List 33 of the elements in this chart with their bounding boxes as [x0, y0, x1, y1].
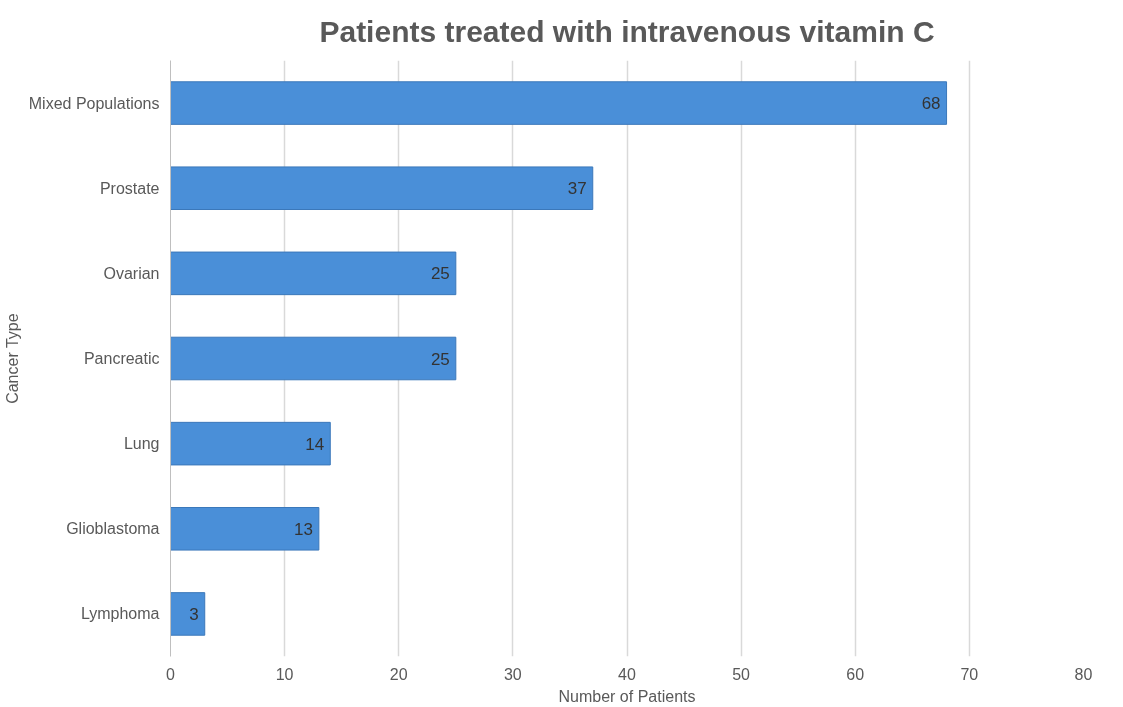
- x-tick-label: 20: [389, 665, 408, 683]
- x-tick-label: 0: [166, 665, 176, 683]
- data-label: 25: [430, 349, 450, 369]
- y-tick-label: Lung: [123, 435, 160, 453]
- data-label: 14: [305, 434, 325, 454]
- x-tick-label: 10: [275, 665, 294, 683]
- data-label: 3: [189, 604, 199, 624]
- y-axis-title: Cancer Type: [3, 313, 21, 404]
- y-tick-label: Lymphoma: [80, 605, 160, 623]
- bar: [170, 81, 948, 125]
- x-tick-label: 50: [732, 665, 751, 683]
- y-tick-label: Mixed Populations: [28, 94, 160, 112]
- x-tick-label: 80: [1074, 665, 1093, 683]
- data-label: 37: [567, 179, 587, 199]
- data-label: 13: [293, 519, 313, 539]
- y-tick-label: Glioblastoma: [66, 520, 160, 538]
- bar: [170, 507, 320, 551]
- x-tick-label: 70: [960, 665, 979, 683]
- bar: [170, 592, 206, 636]
- bar: [170, 166, 594, 210]
- chart-title: Patients treated with intravenous vitamin C: [319, 15, 935, 48]
- x-tick-label: 40: [618, 665, 636, 683]
- data-label: 68: [921, 94, 941, 114]
- bar: [170, 336, 457, 381]
- y-tick-label: Prostate: [99, 179, 160, 197]
- y-tick-label: Pancreatic: [83, 350, 160, 367]
- x-axis-title: Number of Patients: [558, 687, 696, 705]
- x-tick-label: 60: [846, 665, 865, 683]
- y-tick-label: Ovarian: [103, 264, 160, 282]
- bar: [170, 421, 331, 466]
- data-label: 25: [430, 264, 450, 284]
- x-tick-label: 30: [503, 665, 522, 683]
- bar: [170, 251, 457, 296]
